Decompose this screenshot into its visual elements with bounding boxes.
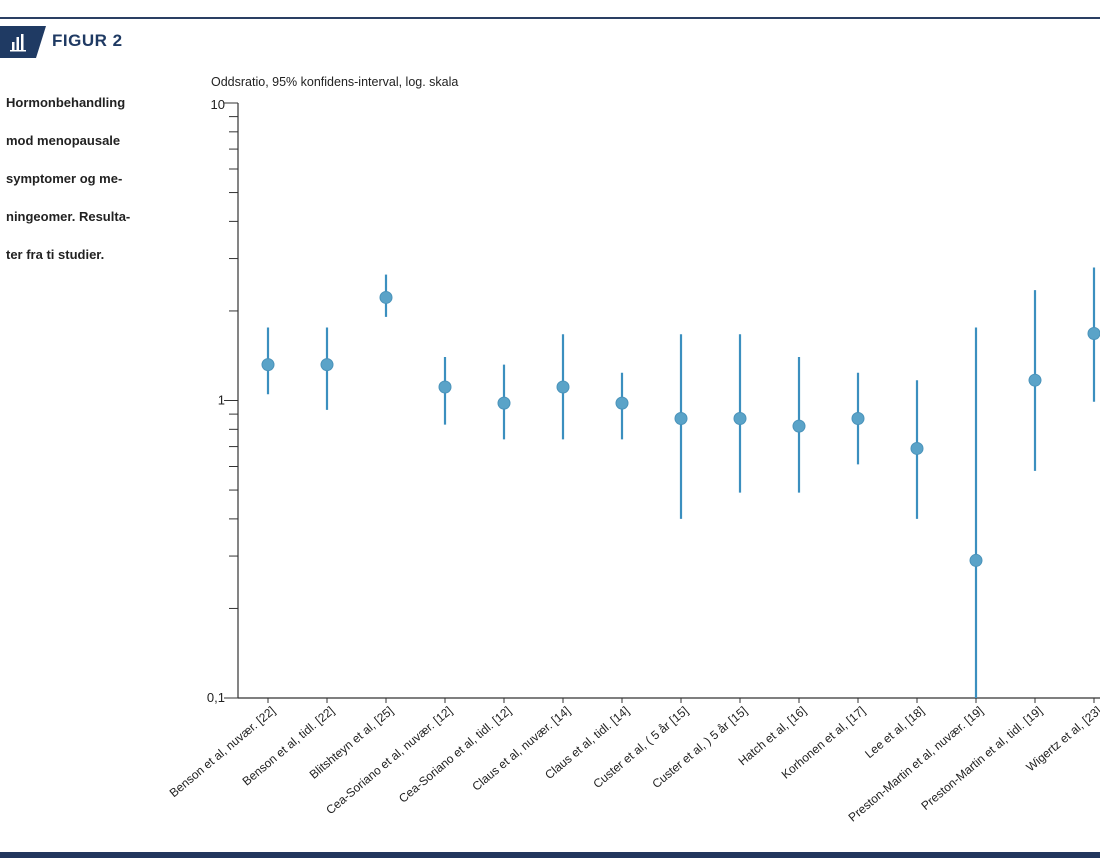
caption-line: ter fra ti studier. — [6, 247, 105, 262]
odds-ratio-point — [1028, 373, 1042, 387]
odds-ratio-point — [910, 441, 924, 455]
y-axis-title: Oddsratio, 95% konfidens-interval, log. … — [211, 75, 459, 89]
odds-ratio-point — [556, 380, 570, 394]
category-label: Benson et al, nuvær. [22] — [167, 704, 278, 800]
figure-label: FIGUR 2 — [52, 31, 123, 50]
category-label: Custer et al, ( 5 år [15] — [590, 704, 690, 791]
odds-ratio-point — [261, 358, 275, 372]
category-label: Custer et al, ) 5 år [15] — [649, 704, 749, 791]
caption-line: symptomer og me- — [6, 171, 123, 186]
odds-ratio-point — [438, 380, 452, 394]
category-label: Cea-Soriano et al, tidl. [12] — [396, 704, 514, 806]
odds-ratio-point — [1087, 326, 1100, 340]
odds-ratio-point — [733, 411, 747, 425]
y-tick-label: 10 — [211, 97, 225, 112]
bottom-rule — [0, 852, 1100, 858]
bar-chart-icon — [0, 26, 46, 58]
caption-line: Hormonbehandling — [6, 95, 126, 110]
odds-ratio-point — [379, 290, 393, 304]
top-rule — [0, 17, 1100, 19]
caption-line: ningeomer. Resulta- — [6, 209, 131, 224]
odds-ratio-point — [497, 396, 511, 410]
odds-ratio-point — [674, 411, 688, 425]
odds-ratio-point — [615, 396, 629, 410]
category-label: Claus et al, nuvær. [14] — [469, 704, 573, 794]
caption-line: mod menopausale — [6, 133, 121, 148]
category-label: Cea-Soriano et al, nuvær. [12] — [323, 704, 455, 818]
y-tick-label: 1 — [218, 393, 225, 408]
odds-ratio-point — [969, 553, 983, 567]
odds-ratio-point — [851, 411, 865, 425]
odds-ratio-point — [792, 419, 806, 433]
figure-caption: Hormonbehandling mod menopausale symptom… — [6, 74, 141, 283]
figure-header: FIGUR 2 — [0, 26, 1100, 58]
odds-ratio-point — [320, 358, 334, 372]
category-label: Preston-Martin et al, tidl. [19] — [918, 704, 1045, 813]
y-tick-label: 0,1 — [207, 690, 225, 705]
